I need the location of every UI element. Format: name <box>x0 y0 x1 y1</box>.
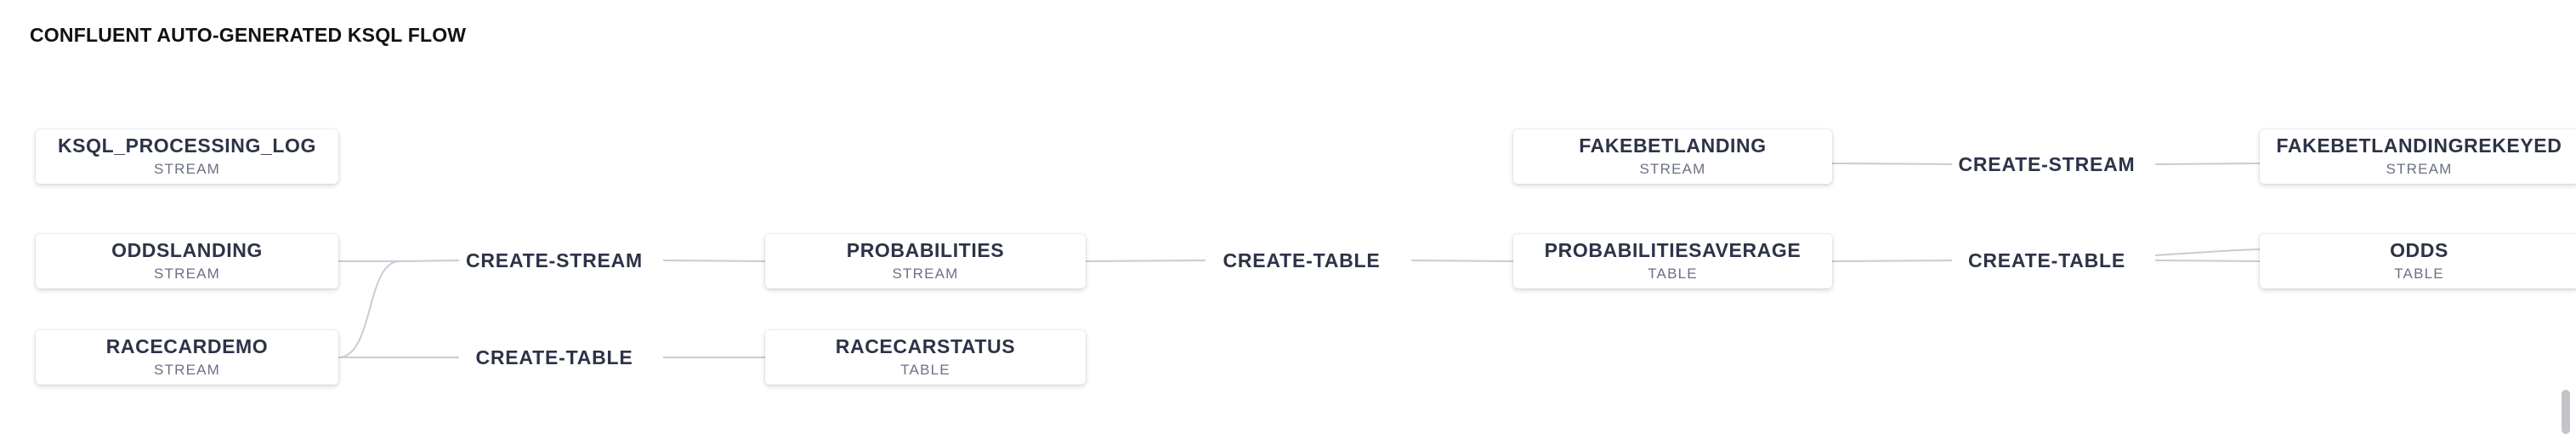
node-name: FAKEBETLANDING <box>1579 134 1767 157</box>
vertical-scrollbar-thumb[interactable] <box>2562 390 2570 434</box>
node-name: ODDS <box>2390 238 2448 261</box>
node-name: FAKEBETLANDINGREKEYED <box>2276 134 2562 157</box>
node-fakebetlanding[interactable]: FAKEBETLANDING STREAM <box>1513 129 1832 184</box>
edge-create-table-probabilitiesaverage <box>1410 260 1514 262</box>
edge-create-stream-probabilities <box>662 260 766 262</box>
edge-create-table-odds <box>2154 260 2261 262</box>
node-name: PROBABILITIES <box>846 238 1005 261</box>
node-racecarstatus[interactable]: RACECARSTATUS TABLE <box>765 330 1086 385</box>
node-type: STREAM <box>153 266 221 283</box>
node-type: TABLE <box>2394 266 2444 283</box>
page-title: CONFLUENT AUTO-GENERATED KSQL FLOW <box>30 24 467 46</box>
operation-create-stream[interactable]: CREATE-STREAM <box>459 243 663 278</box>
node-probabilitiesaverage[interactable]: PROBABILITIESAVERAGE TABLE <box>1513 234 1832 288</box>
node-ksql-processing-log[interactable]: KSQL_PROCESSING_LOG STREAM <box>36 129 338 184</box>
node-type: STREAM <box>892 266 959 283</box>
operation-label: CREATE-TABLE <box>1967 248 2126 271</box>
node-odds[interactable]: ODDS TABLE <box>2260 234 2576 288</box>
operation-create-table[interactable]: CREATE-TABLE <box>459 340 663 375</box>
node-name: RACECARSTATUS <box>835 334 1016 357</box>
node-name: PROBABILITIESAVERAGE <box>1544 238 1801 261</box>
operation-label: CREATE-STREAM <box>465 248 644 271</box>
node-fakebetlandingrekeyed[interactable]: FAKEBETLANDINGREKEYED STREAM <box>2260 129 2576 184</box>
edge-create-stream-fakebetlandingrekeyed <box>2154 163 2261 165</box>
node-probabilities[interactable]: PROBABILITIES STREAM <box>765 234 1086 288</box>
node-name: KSQL_PROCESSING_LOG <box>57 134 317 157</box>
node-name: RACECARDEMO <box>105 334 269 357</box>
node-type: STREAM <box>2386 161 2453 178</box>
edge-odds-extra <box>2154 248 2261 256</box>
edge-fakebetlanding-create-stream <box>1831 163 1953 165</box>
edge-probabilitiesaverage-create-table <box>1831 260 1953 262</box>
edge-racecardemo-create-stream <box>338 260 400 358</box>
node-type: STREAM <box>153 161 221 178</box>
operation-label: CREATE-STREAM <box>1958 152 2136 175</box>
node-name: ODDSLANDING <box>111 238 263 261</box>
edge-probabilities-create-table <box>1085 260 1206 262</box>
node-type: TABLE <box>900 362 950 379</box>
operation-create-table[interactable]: CREATE-TABLE <box>1952 243 2155 278</box>
operation-create-stream[interactable]: CREATE-STREAM <box>1952 146 2155 182</box>
operation-label: CREATE-TABLE <box>475 345 633 368</box>
node-type: TABLE <box>1648 266 1698 283</box>
node-oddslanding[interactable]: ODDSLANDING STREAM <box>36 234 338 288</box>
node-type: STREAM <box>153 362 221 379</box>
node-type: STREAM <box>1639 161 1706 178</box>
operation-label: CREATE-TABLE <box>1223 248 1381 271</box>
operation-create-table[interactable]: CREATE-TABLE <box>1206 243 1411 278</box>
node-racecardemo[interactable]: RACECARDEMO STREAM <box>36 330 338 385</box>
